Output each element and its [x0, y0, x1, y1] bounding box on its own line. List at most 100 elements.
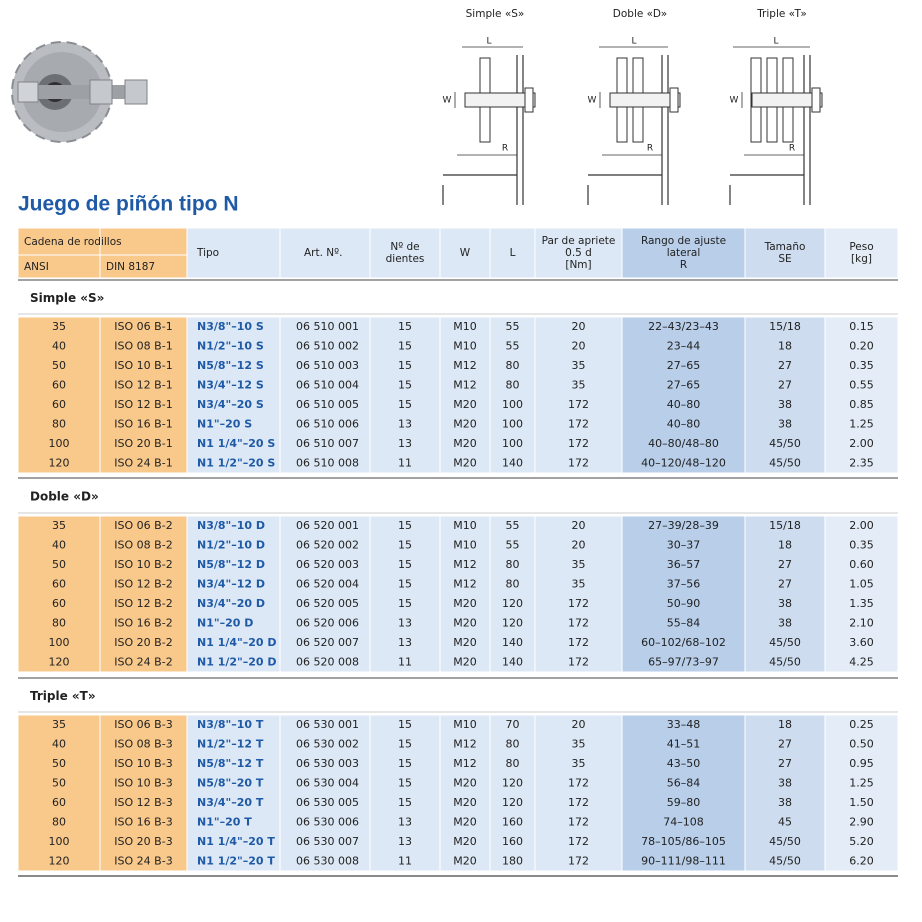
table-cell: 06 510 002	[296, 339, 359, 352]
nut	[811, 87, 821, 113]
table-cell: ISO 24 B-3	[114, 854, 172, 867]
table-cell: 172	[568, 616, 589, 629]
column-header: L	[510, 247, 516, 259]
table-cell: 15	[398, 359, 412, 372]
table-cell: 60	[52, 378, 66, 391]
column-header: Art. Nº.	[304, 247, 342, 259]
table-cell: M20	[453, 636, 477, 649]
group-header: Cadena de rodillos	[24, 236, 122, 248]
table-cell: 120	[49, 655, 70, 668]
table-cell: N1"–20 S	[197, 417, 252, 430]
table-cell: ISO 12 B-3	[114, 796, 172, 809]
table-cell: N1/2"–12 T	[197, 737, 264, 750]
shaft	[464, 92, 536, 108]
table-cell: 06 520 006	[296, 616, 359, 629]
table-cell: 0.15	[849, 320, 874, 333]
table-cell: M10	[453, 519, 477, 532]
table-cell: 35	[52, 519, 66, 532]
table-cell: 0.85	[849, 398, 874, 411]
table-cell: 172	[568, 796, 589, 809]
column-band	[369, 515, 441, 673]
table-cell: 55	[506, 538, 520, 551]
table-cell: 172	[568, 398, 589, 411]
column-band	[186, 515, 281, 673]
table-cell: ISO 08 B-1	[114, 339, 172, 352]
table-cell: 60–102/68–102	[641, 636, 726, 649]
table-cell: M12	[453, 757, 477, 770]
table-cell: M20	[453, 398, 477, 411]
page-title: Juego de piñón tipo N	[18, 193, 238, 216]
diagram-label: W	[730, 96, 739, 106]
column-band	[99, 515, 188, 673]
column-band	[489, 714, 536, 872]
table-cell: ISO 16 B-2	[114, 616, 172, 629]
dimension	[733, 46, 810, 156]
table-cell: 35	[572, 359, 586, 372]
column-band	[534, 714, 623, 872]
table-cell: N1/2"–10 S	[197, 339, 264, 352]
section-title: Triple «T»	[30, 689, 96, 703]
table-cell: 23–44	[667, 339, 701, 352]
table-cell: 15	[398, 757, 412, 770]
table-cell: 35	[572, 757, 586, 770]
table-cell: 27–65	[667, 359, 701, 372]
table-cell: 45/50	[769, 456, 801, 469]
table-cell: 78–105/86–105	[641, 835, 726, 848]
table-cell: N1"–20 D	[197, 616, 253, 629]
table-cell: 0.20	[849, 339, 874, 352]
table-cell: 37–56	[667, 577, 701, 590]
table-cell: ISO 12 B-1	[114, 398, 172, 411]
header-cell	[824, 227, 899, 279]
table-cell: 06 530 001	[296, 718, 359, 731]
table-cell: M20	[453, 456, 477, 469]
table-cell: 172	[568, 835, 589, 848]
table-cell: 35	[52, 320, 66, 333]
table-cell: 80	[506, 359, 520, 372]
table-cell: 06 510 004	[296, 378, 359, 391]
table-cell: 27	[778, 577, 792, 590]
table-cell: 35	[572, 558, 586, 571]
table-cell: 100	[502, 417, 523, 430]
table-cell: 15/18	[769, 320, 801, 333]
table-cell: 40–120/48–120	[641, 456, 726, 469]
table-cell: 172	[568, 854, 589, 867]
table-cell: 140	[502, 636, 523, 649]
header-cell	[439, 227, 491, 279]
table-cell: 06 520 007	[296, 636, 359, 649]
diagram-title: Triple «T»	[756, 8, 807, 20]
table-cell: 20	[572, 538, 586, 551]
table-cell: 59–80	[667, 796, 701, 809]
table-cell: 27	[778, 359, 792, 372]
table-cell: N1 1/4"–20 S	[197, 437, 275, 450]
column-header: DIN 8187	[106, 261, 155, 273]
table-cell: 100	[49, 636, 70, 649]
table-cell: 172	[568, 417, 589, 430]
table-cell: 100	[502, 437, 523, 450]
table-cell: M20	[453, 597, 477, 610]
table-cell: 13	[398, 835, 412, 848]
table-cell: 2.10	[849, 616, 874, 629]
table-cell: 35	[572, 737, 586, 750]
table-cell: 1.05	[849, 577, 874, 590]
table-cell: 40	[52, 538, 66, 551]
table-cell: ISO 12 B-2	[114, 577, 172, 590]
table-cell: 20	[572, 519, 586, 532]
table-cell: M12	[453, 558, 477, 571]
diagram-title: Simple «S»	[466, 8, 525, 20]
table-cell: 27	[778, 757, 792, 770]
table-cell: 50	[52, 359, 66, 372]
table-cell: 0.35	[849, 359, 874, 372]
table-cell: M10	[453, 718, 477, 731]
column-header: Peso	[849, 241, 873, 253]
nut	[669, 87, 679, 113]
table-cell: 0.25	[849, 718, 874, 731]
table-cell: 35	[52, 718, 66, 731]
diagram-label: W	[588, 96, 597, 106]
table-cell: N1 1/2"–20 T	[197, 854, 275, 867]
table-cell: 90–111/98–111	[641, 854, 726, 867]
header-cell	[17, 227, 101, 279]
table-cell: M20	[453, 796, 477, 809]
table-cell: N5/8"–12 T	[197, 757, 264, 770]
column-band	[439, 714, 491, 872]
